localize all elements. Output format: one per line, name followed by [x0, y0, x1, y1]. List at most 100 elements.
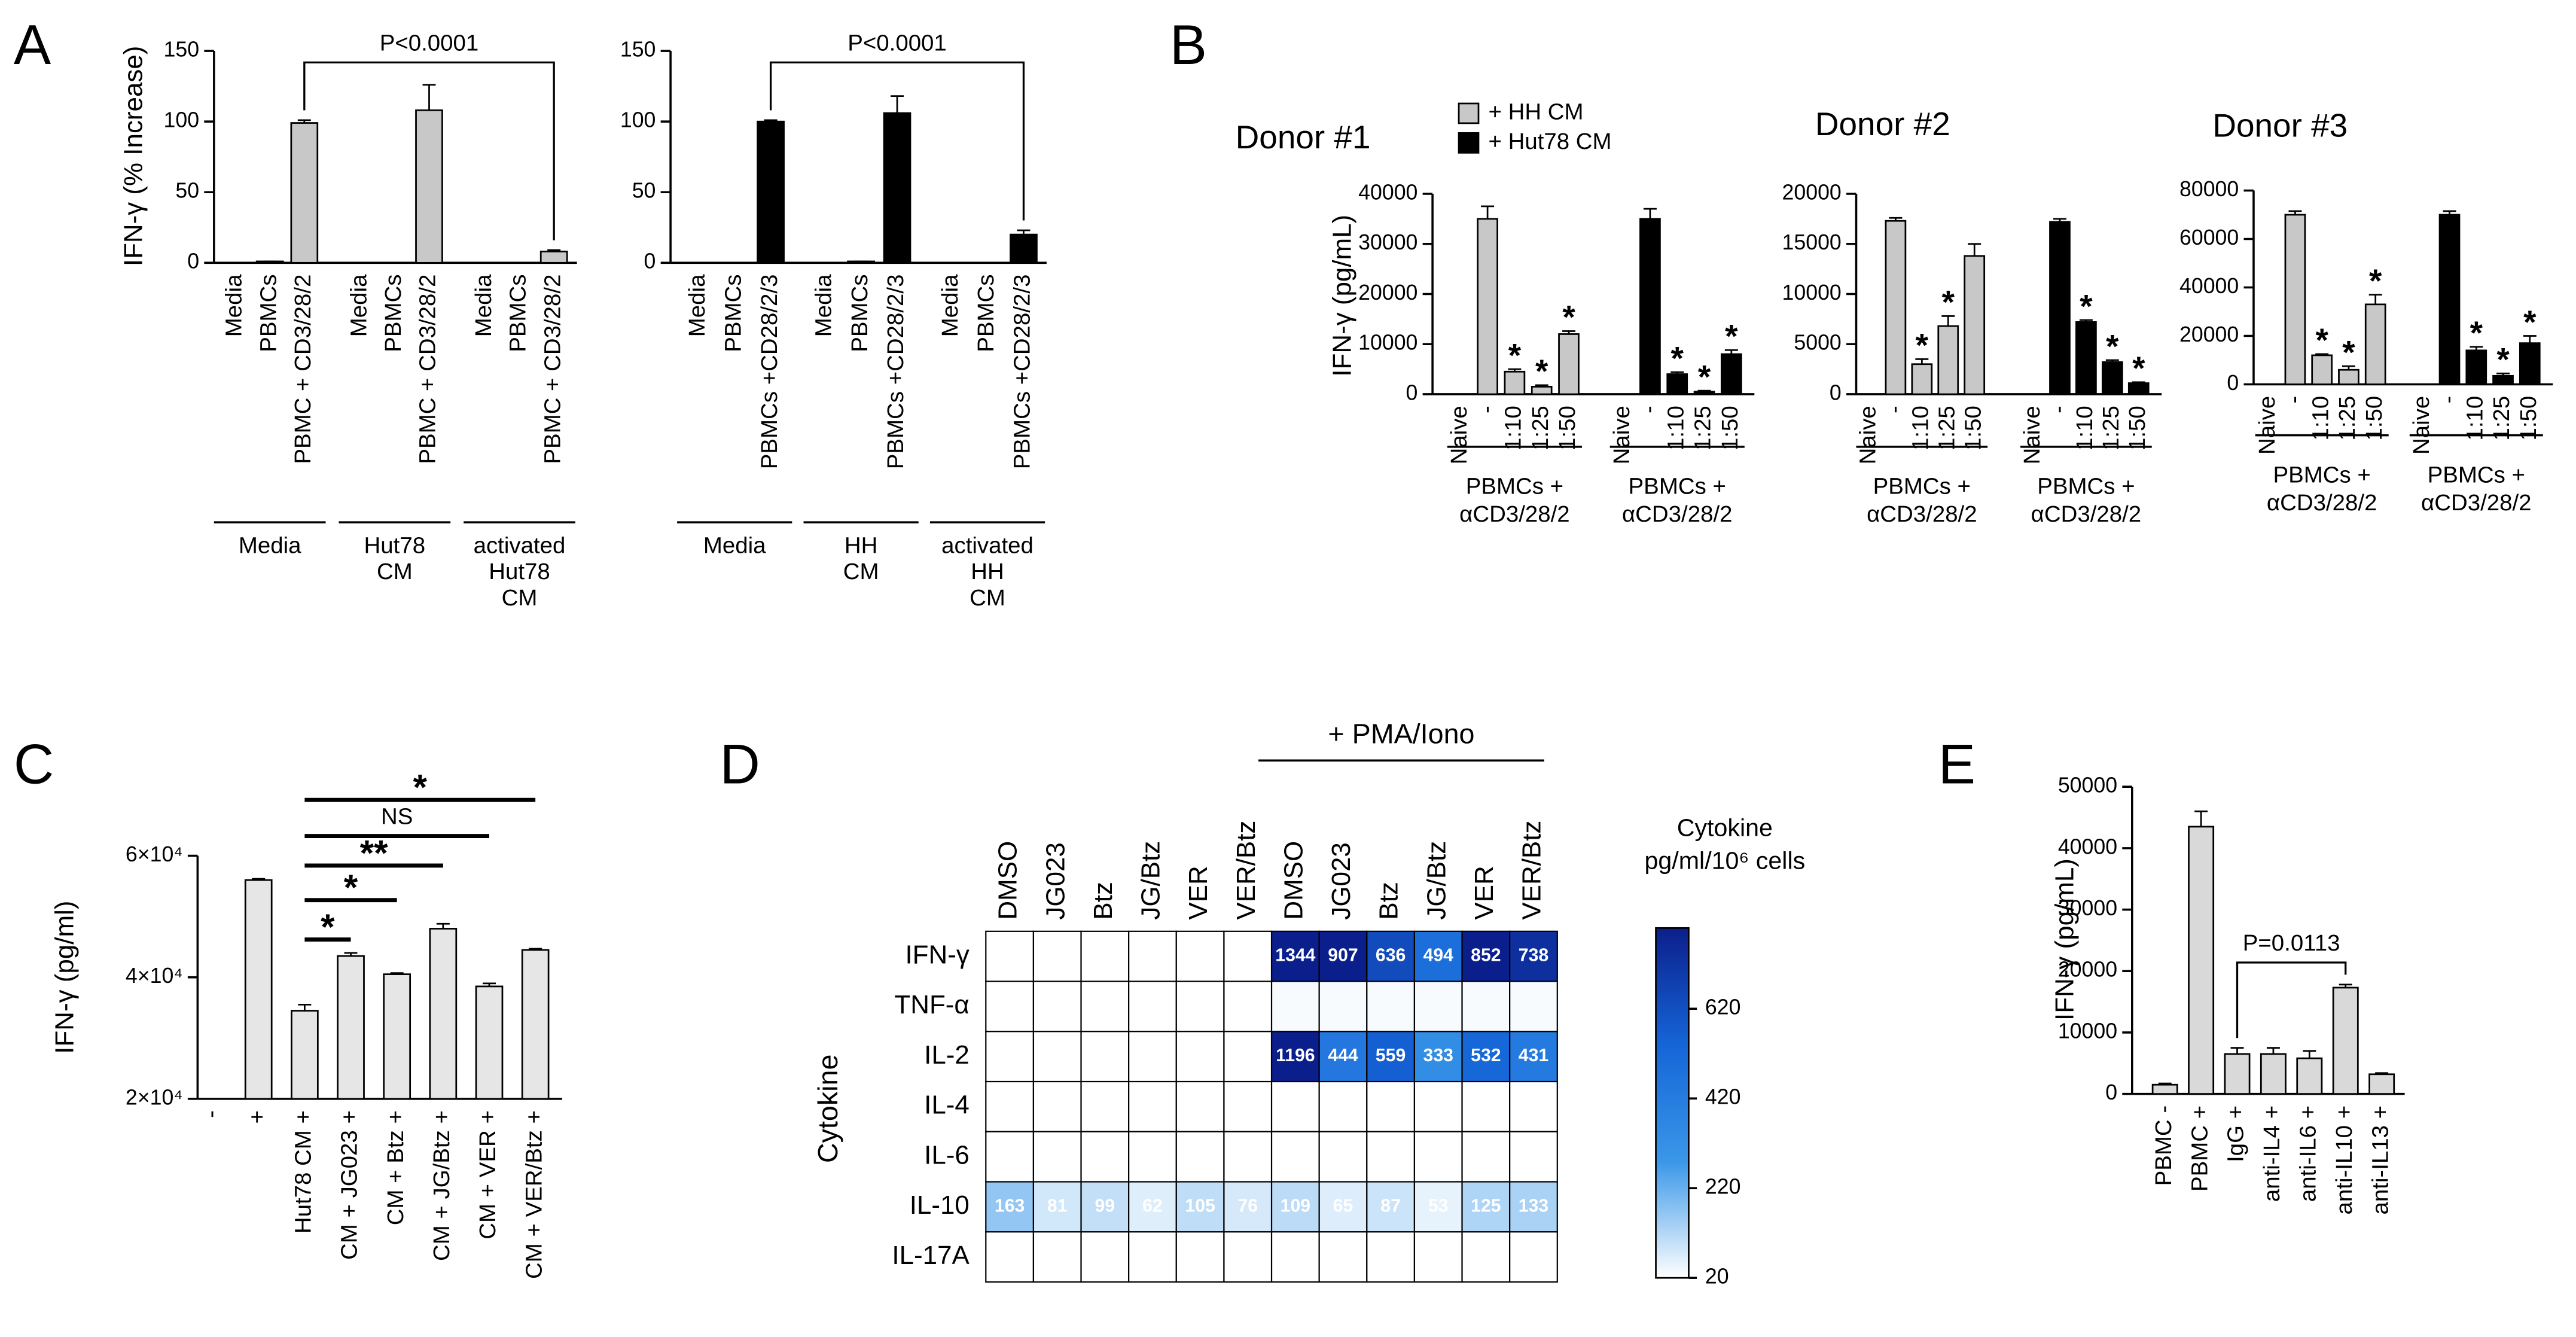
heatmap-cell	[1318, 1080, 1368, 1132]
heatmap-cell	[1270, 1181, 1320, 1233]
error-bar	[1889, 217, 1903, 221]
heatmap-cell	[1032, 1131, 1082, 1183]
x-tick-label: PBMCs +CD28/2/3	[757, 275, 782, 470]
x-tick-label: PBMCs	[720, 275, 746, 352]
error-bar	[2315, 353, 2329, 355]
group-label: HH CM	[843, 532, 879, 584]
comparison-bracket	[2236, 961, 2347, 1038]
significance-marker: *	[2106, 327, 2119, 364]
heatmap-cell	[1461, 1080, 1511, 1132]
cell-label: 852	[1471, 946, 1501, 966]
y-tick-label: 150	[620, 38, 656, 62]
column-label: VER	[1470, 866, 1499, 919]
x-tick-label: 1:10	[1501, 406, 1526, 450]
bar	[2260, 1053, 2287, 1095]
x-tick-label: Naive	[1446, 406, 1472, 464]
cell-label: 105	[1185, 1196, 1215, 1216]
bar	[2338, 368, 2359, 385]
heatmap-cell	[1461, 1181, 1511, 1233]
bar	[539, 251, 568, 264]
cell-label: 431	[1519, 1046, 1548, 1065]
x-tick-label: +	[244, 1110, 270, 1123]
heatmap-cell	[1175, 1031, 1225, 1083]
x-tick-label: Media	[221, 274, 247, 337]
x-tick-label: PBMCs	[255, 275, 281, 352]
bar	[1964, 255, 1986, 395]
panel-label: B	[1170, 13, 1207, 76]
error-bar	[1697, 389, 1711, 392]
x-tick-label: 1:25	[1934, 406, 1959, 450]
bar	[1666, 373, 1688, 395]
bar	[2519, 342, 2541, 385]
error-bar	[1670, 371, 1684, 374]
colorbar-tick-label: 220	[1705, 1175, 1741, 1199]
column-label: VER/Btz	[1231, 821, 1261, 920]
heatmap-cell	[1080, 1131, 1130, 1183]
chart-title: Donor #3	[2212, 107, 2348, 144]
y-tick-label: 100	[164, 108, 200, 132]
significance-marker: *	[2342, 333, 2355, 370]
bar	[429, 928, 458, 1100]
legend-swatch	[1458, 132, 1480, 154]
text-line: Hut78	[364, 532, 426, 558]
heatmap-cell	[1509, 930, 1558, 982]
y-tick-label: 50000	[2058, 773, 2117, 797]
heatmap-cell	[1318, 1181, 1368, 1233]
heatmap-cell	[1509, 1031, 1558, 1083]
y-axis-label: Cytokine	[812, 1055, 843, 1164]
x-tick-label: Media	[937, 274, 963, 337]
heatmap-cell	[1461, 1131, 1511, 1183]
group-label: activated HH CM	[941, 532, 1034, 611]
heatmap-cell	[1175, 980, 1225, 1033]
y-tick-label: 0	[2105, 1080, 2117, 1104]
row-label: IL-4	[924, 1091, 970, 1120]
x-tick-label: 1:10	[1907, 406, 1933, 450]
x-tick-label: Media	[810, 274, 836, 337]
panel-label: C	[14, 733, 54, 796]
group-label: PBMCs + αCD3/28/2	[1459, 474, 1570, 528]
error-bar	[1915, 358, 1929, 364]
y-tick-label: 40000	[1358, 180, 1417, 204]
x-tick-label: CM + VER/Btz +	[521, 1110, 547, 1279]
heatmap-cell	[1128, 1031, 1177, 1083]
significance-marker: *	[1671, 339, 1684, 376]
x-tick-label: Naive	[1609, 406, 1635, 464]
bar	[2284, 214, 2306, 385]
heatmap-cell	[1366, 980, 1416, 1033]
x-tick-label: PBMCs	[505, 275, 531, 352]
error-bar	[1481, 205, 1495, 219]
column-label: JG/Btz	[1422, 841, 1451, 920]
heatmap-cell	[1413, 1131, 1463, 1183]
y-tick-label: 30000	[2058, 896, 2117, 920]
group-label: PBMCs + αCD3/28/2	[2031, 474, 2142, 528]
bar	[383, 973, 411, 1100]
x-tick-label: anti-IL13 +	[2367, 1105, 2393, 1215]
heatmap-cell	[1366, 1131, 1416, 1183]
text-line: activated	[941, 532, 1034, 558]
bar	[2101, 361, 2123, 395]
x-tick-label: CM + VER +	[475, 1110, 501, 1239]
x-tick-label: -	[2435, 396, 2461, 404]
error-bar	[297, 119, 311, 123]
cell-label: 87	[1380, 1196, 1401, 1216]
column-group-label: + PMA/Iono	[1328, 718, 1474, 749]
heatmap-cell	[1128, 1181, 1177, 1233]
bar	[475, 985, 504, 1100]
x-tick-label: IgG +	[2223, 1105, 2249, 1162]
text-line: CM	[843, 559, 879, 584]
cell-label: 494	[1423, 946, 1454, 966]
x-tick-label: -	[2281, 396, 2307, 404]
column-label: DMSO	[993, 841, 1023, 920]
significance-marker: *	[1535, 352, 1548, 389]
heatmap-cell	[1270, 980, 1320, 1033]
error-bar	[764, 119, 778, 122]
row-label: IL-17A	[892, 1241, 970, 1270]
comparison-label: *	[413, 767, 428, 808]
text-line: Hut78	[489, 559, 550, 584]
significance-marker: *	[1942, 284, 1955, 321]
comparison-label: P<0.0001	[380, 30, 479, 56]
text-line: CM	[970, 585, 1005, 611]
heatmap-cell	[1032, 980, 1082, 1033]
y-tick-label: 20000	[2179, 322, 2239, 346]
